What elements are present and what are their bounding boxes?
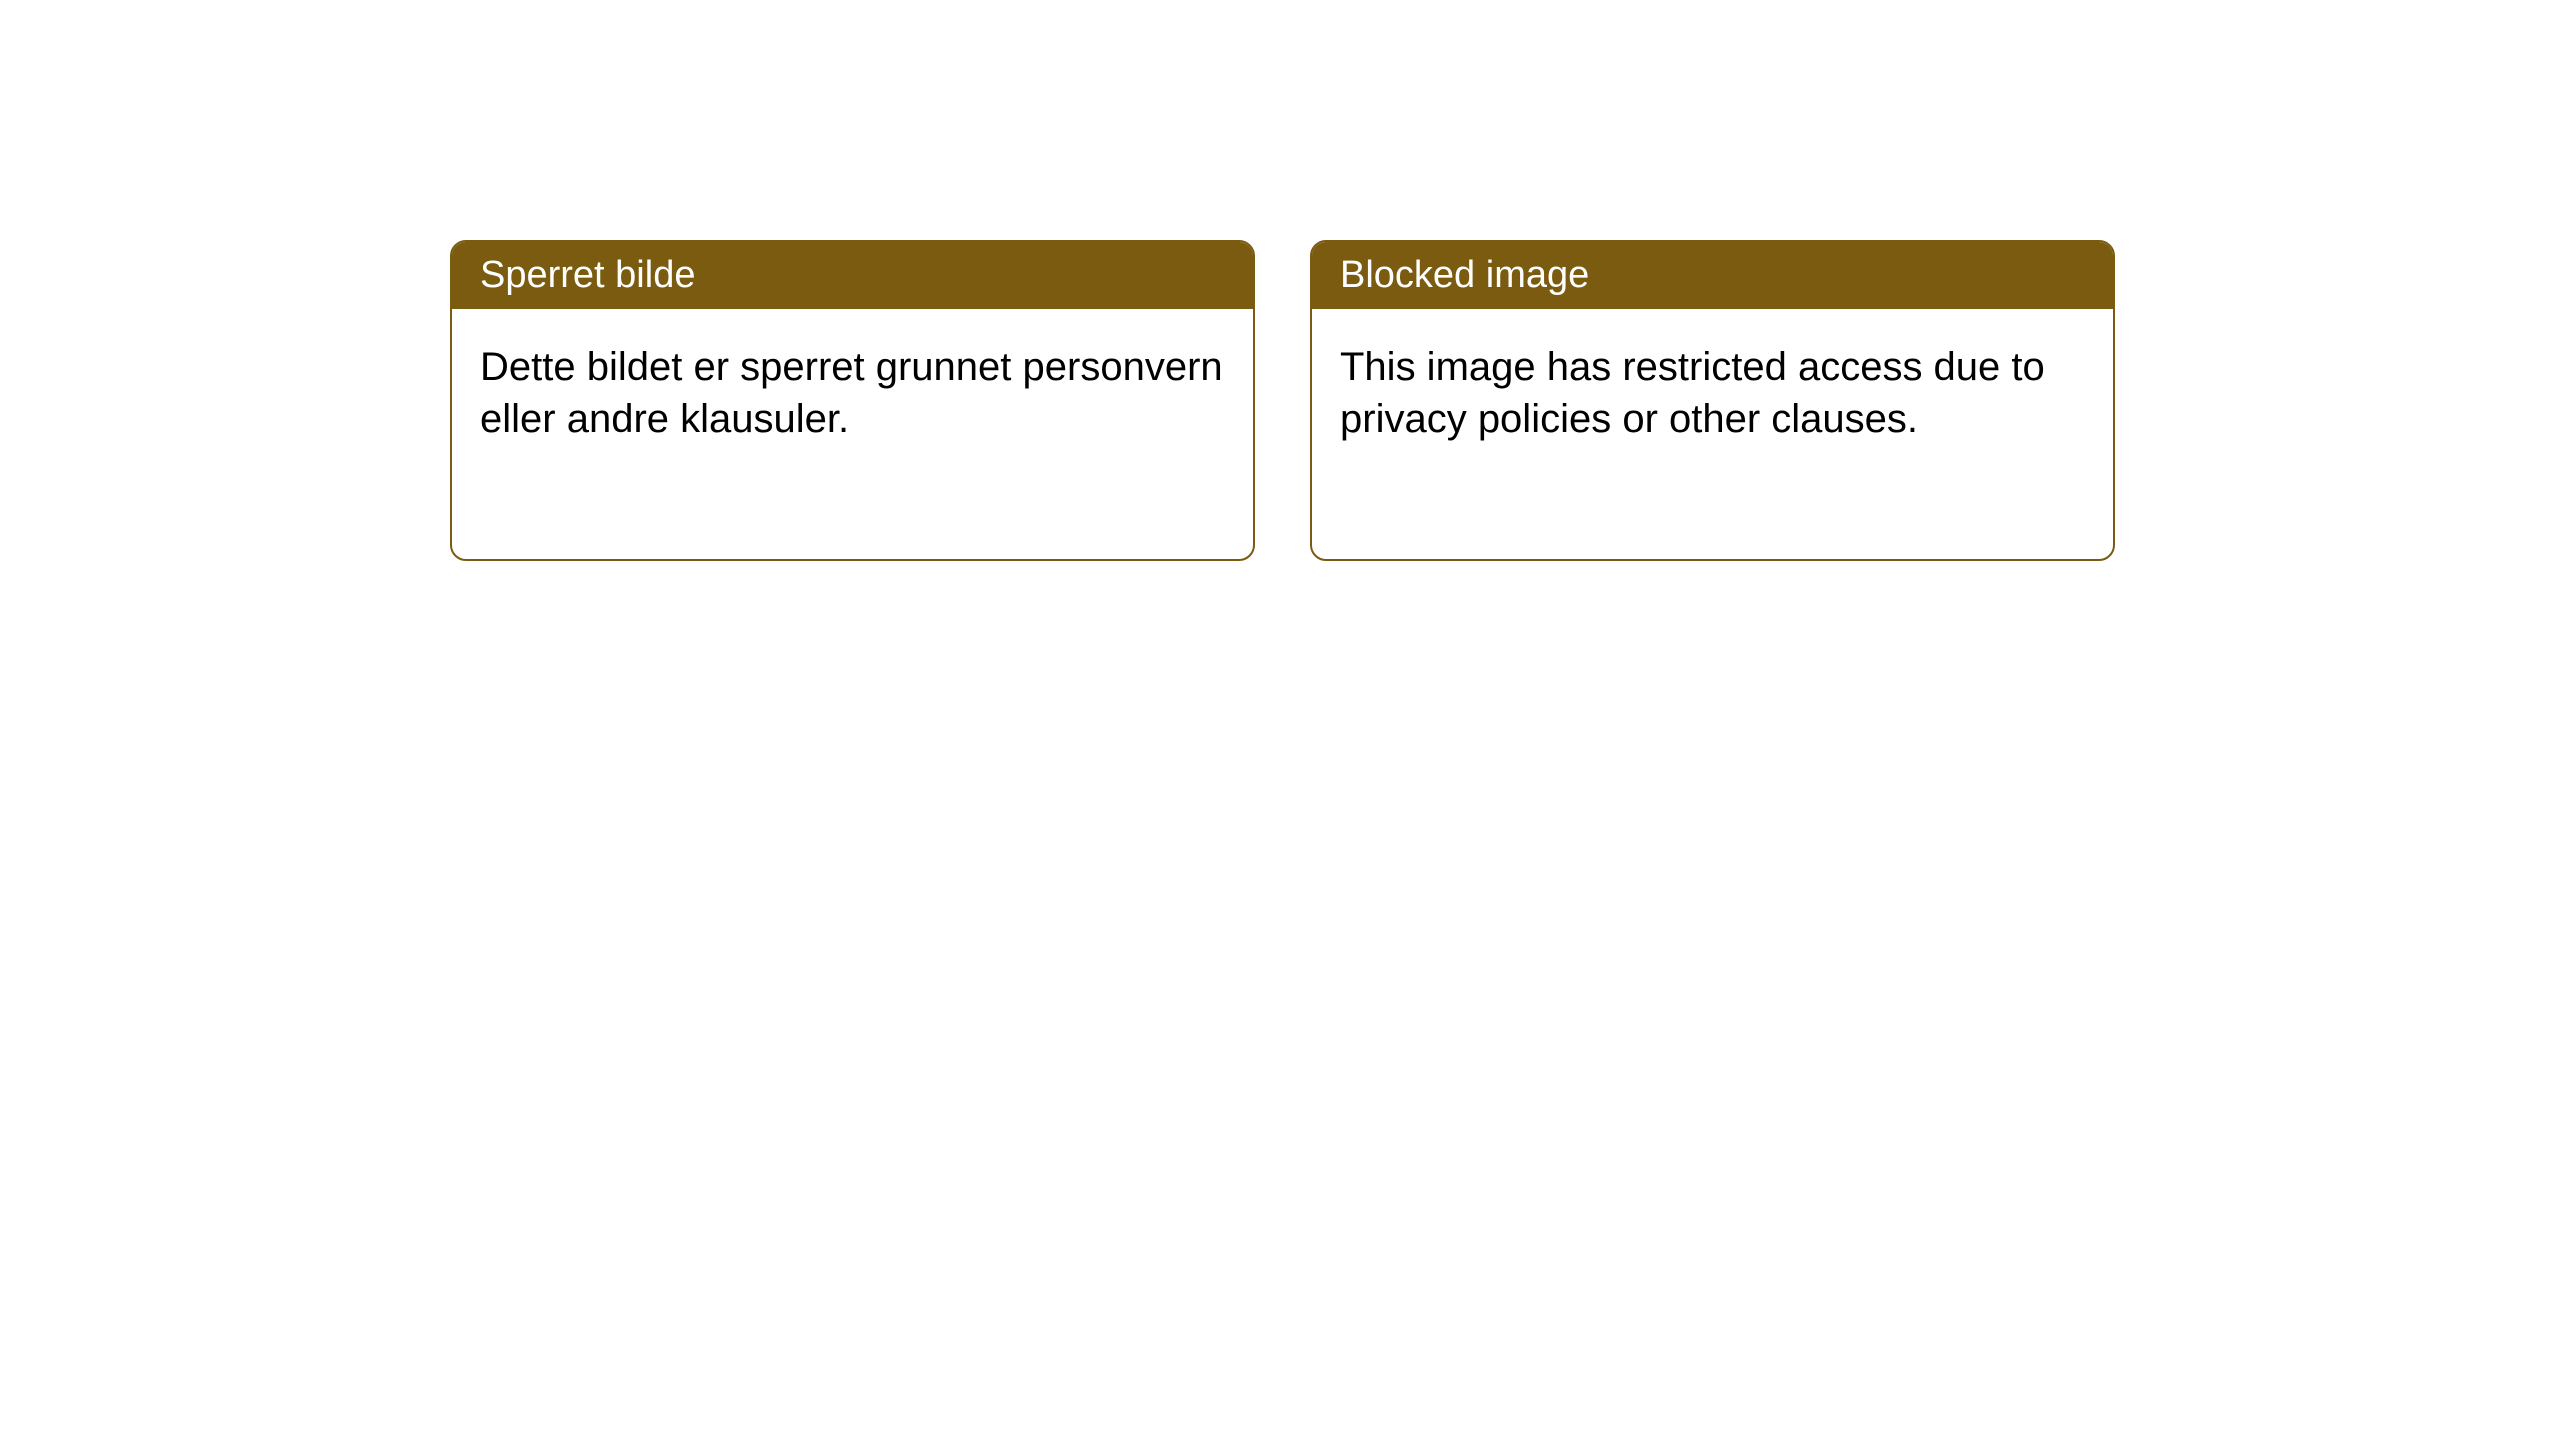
notice-title: Blocked image	[1340, 254, 1589, 296]
notice-body: Dette bildet er sperret grunnet personve…	[452, 309, 1253, 559]
notice-text: Dette bildet er sperret grunnet personve…	[480, 345, 1223, 441]
notice-container: Sperret bilde Dette bildet er sperret gr…	[450, 240, 2560, 561]
notice-text: This image has restricted access due to …	[1340, 345, 2045, 441]
notice-header: Blocked image	[1312, 242, 2113, 309]
notice-header: Sperret bilde	[452, 242, 1253, 309]
notice-card-norwegian: Sperret bilde Dette bildet er sperret gr…	[450, 240, 1255, 561]
notice-title: Sperret bilde	[480, 254, 695, 296]
notice-card-english: Blocked image This image has restricted …	[1310, 240, 2115, 561]
notice-body: This image has restricted access due to …	[1312, 309, 2113, 559]
